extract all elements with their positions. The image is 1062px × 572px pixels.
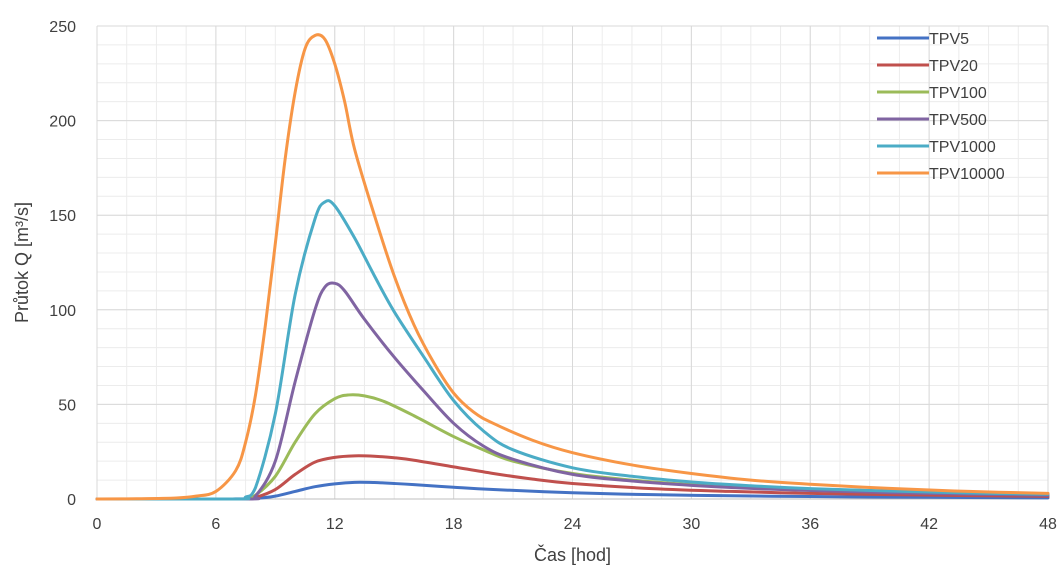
x-tick-label: 6 <box>211 516 220 533</box>
y-tick-label: 150 <box>49 208 76 225</box>
x-axis-title: Čas [hod] <box>534 544 611 565</box>
y-tick-label: 250 <box>49 19 76 36</box>
y-tick-label: 0 <box>67 492 76 509</box>
series-line-tpv500 <box>95 281 1050 501</box>
x-tick-label: 0 <box>93 516 102 533</box>
series-line-tpv1000 <box>95 199 1050 501</box>
major-gridlines <box>96 25 1049 500</box>
legend-label-tpv10000: TPV10000 <box>929 166 1005 183</box>
y-axis-title: Průtok Q [m³/s] <box>12 202 32 323</box>
series-lines <box>95 33 1050 501</box>
series-line-tpv10000 <box>95 33 1050 501</box>
legend-label-tpv5: TPV5 <box>929 31 969 48</box>
series-line-tpv20 <box>95 454 1050 501</box>
x-tick-label: 42 <box>920 516 938 533</box>
legend-label-tpv500: TPV500 <box>929 112 987 129</box>
x-tick-label: 12 <box>326 516 344 533</box>
legend-label-tpv100: TPV100 <box>929 85 987 102</box>
y-tick-label: 100 <box>49 303 76 320</box>
x-tick-label: 18 <box>445 516 463 533</box>
x-tick-label: 24 <box>564 516 582 533</box>
x-axis-tick-labels: 0 6 12 18 24 30 36 42 48 <box>93 516 1057 533</box>
y-tick-label: 200 <box>49 114 76 131</box>
legend-label-tpv20: TPV20 <box>929 58 978 75</box>
x-tick-label: 30 <box>682 516 700 533</box>
y-tick-label: 50 <box>58 397 76 414</box>
legend-label-tpv1000: TPV1000 <box>929 139 996 156</box>
x-tick-label: 48 <box>1039 516 1057 533</box>
x-tick-label: 36 <box>801 516 819 533</box>
legend: TPV5 TPV20 TPV100 TPV500 TPV1000 TPV10000 <box>877 31 1005 183</box>
y-axis-tick-labels: 0 50 100 150 200 250 <box>49 19 76 509</box>
